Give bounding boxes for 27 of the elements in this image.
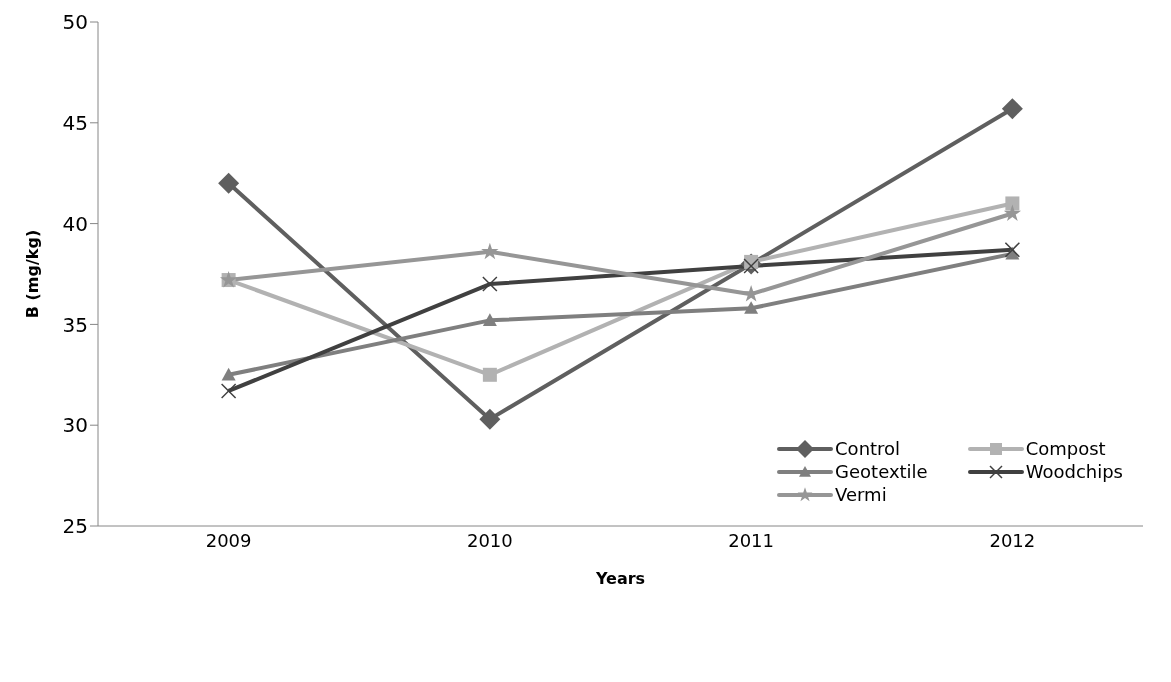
point (744, 301, 759, 314)
point (479, 408, 501, 430)
x-tick-label: 2010 (466, 529, 513, 551)
point (221, 367, 236, 381)
y-tick-label: 30 (62, 413, 88, 438)
legend-label: Control (835, 438, 901, 459)
x-axis-title: Years (594, 569, 646, 588)
y-tick-label: 50 (62, 10, 88, 35)
point (1003, 204, 1022, 221)
legend-label: Compost (1025, 438, 1106, 459)
point (482, 313, 497, 326)
point (481, 242, 499, 260)
legend-label: Vermi (835, 484, 887, 505)
point (218, 172, 240, 194)
y-axis-title: B (mg/kg) (22, 229, 42, 319)
point (482, 367, 497, 382)
x-tick-label: 2012 (989, 529, 1036, 551)
y-tick-label: 45 (62, 110, 88, 135)
point (1005, 196, 1020, 211)
point (1001, 98, 1023, 120)
x-tick-label: 2009 (205, 529, 252, 551)
legend-label: Geotextile (835, 461, 928, 482)
y-tick-label: 35 (62, 312, 88, 337)
legend-label: Woodchips (1025, 461, 1123, 482)
x-tick-label: 2011 (728, 529, 775, 551)
y-tick-label: 40 (62, 211, 88, 236)
y-tick-label: 25 (62, 514, 88, 539)
